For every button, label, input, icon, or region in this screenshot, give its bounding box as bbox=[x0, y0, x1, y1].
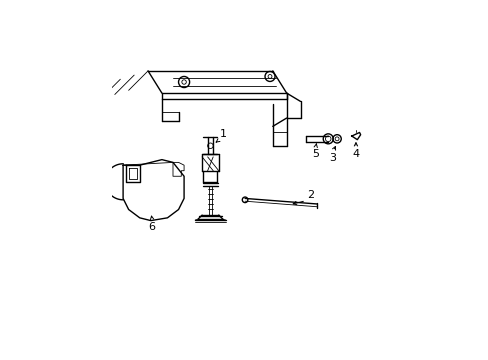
Text: 4: 4 bbox=[352, 149, 359, 159]
Text: 2: 2 bbox=[306, 190, 313, 199]
Text: 5: 5 bbox=[312, 149, 319, 159]
Text: 6: 6 bbox=[148, 222, 155, 232]
Text: 3: 3 bbox=[328, 153, 335, 163]
Polygon shape bbox=[351, 132, 360, 140]
Text: 1: 1 bbox=[219, 129, 226, 139]
